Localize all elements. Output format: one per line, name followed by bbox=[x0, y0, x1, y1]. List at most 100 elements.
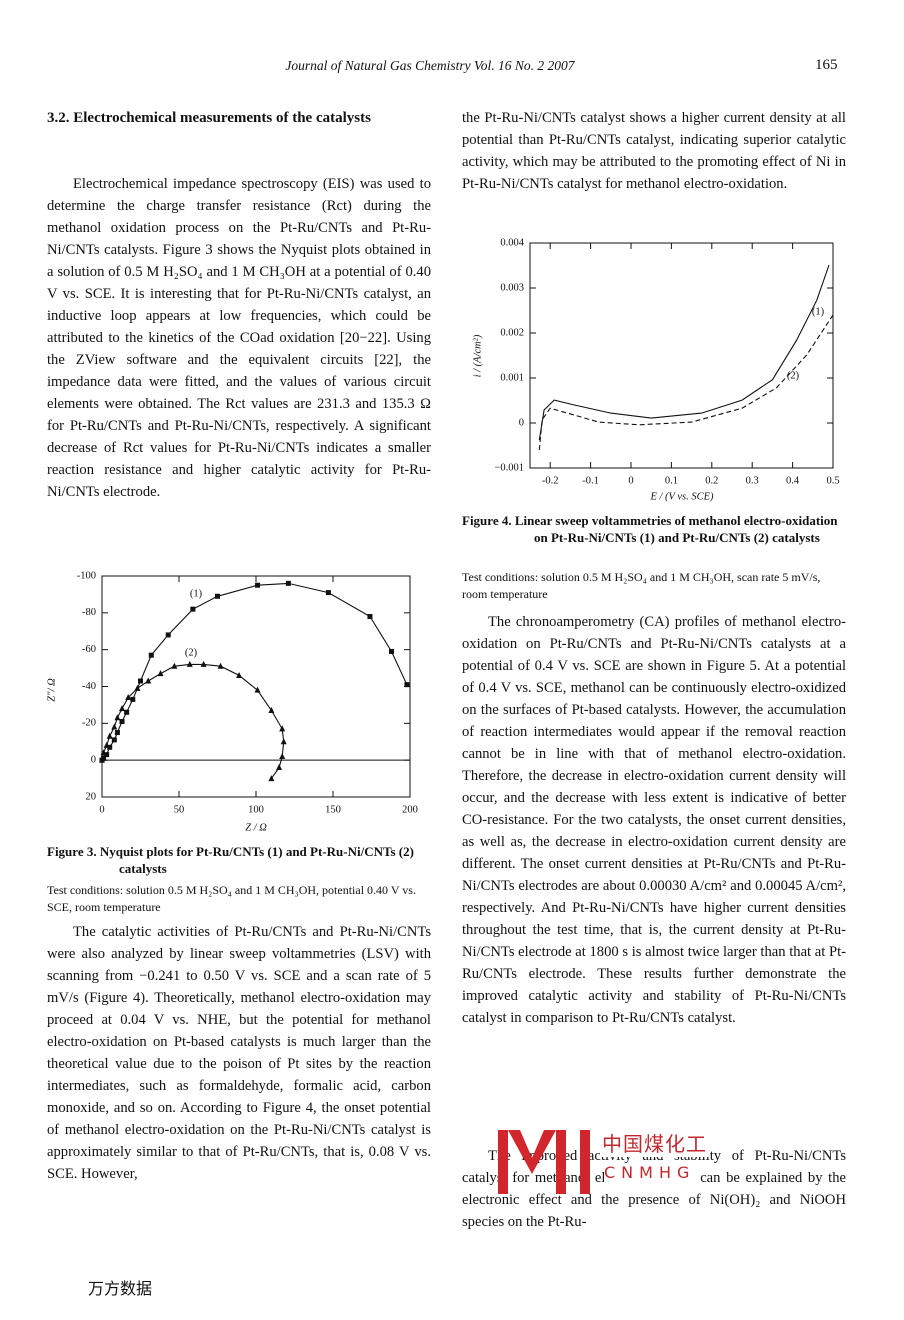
figure-caption: Figure 3. Nyquist plots for Pt-Ru/CNTs (… bbox=[47, 844, 414, 876]
data-point bbox=[111, 723, 118, 730]
data-point bbox=[100, 749, 107, 756]
paragraph: Electrochemical impedance spectroscopy (… bbox=[47, 176, 431, 500]
data-point bbox=[279, 725, 286, 732]
x-tick-label: -0.1 bbox=[582, 475, 599, 486]
data-point bbox=[268, 706, 275, 713]
series-line bbox=[538, 314, 834, 451]
data-point bbox=[404, 682, 410, 688]
data-point bbox=[104, 752, 110, 758]
data-point bbox=[280, 738, 287, 745]
data-point bbox=[99, 756, 105, 763]
data-point bbox=[165, 632, 171, 638]
paragraph: The catalytic activities of Pt-Ru/CNTs a… bbox=[47, 924, 431, 1182]
data-point bbox=[279, 752, 286, 759]
data-point bbox=[268, 775, 275, 782]
plot-frame bbox=[529, 242, 834, 469]
data-point bbox=[107, 744, 113, 750]
data-point bbox=[367, 614, 373, 620]
data-point bbox=[103, 741, 110, 748]
x-tick-label: -0.2 bbox=[542, 475, 559, 486]
y-tick-label: -100 bbox=[77, 570, 96, 581]
lsv-chart: -0.2 -0.1 0 0.1 0.2 0.3 0.4 0.5 −0.001 0 0.001 0.00… bbox=[472, 237, 839, 502]
figure-conditions: Test conditions: solution 0.5 M H₂SO₄ an… bbox=[47, 883, 416, 914]
data-point bbox=[111, 737, 117, 743]
data-point bbox=[101, 755, 107, 761]
y-tick-label: 0.002 bbox=[500, 327, 524, 338]
x-tick-label: 100 bbox=[248, 804, 264, 815]
data-point bbox=[119, 718, 125, 724]
journal-header: Journal of Natural Gas Chemistry Vol. 16… bbox=[285, 58, 575, 73]
y-tick-label: -40 bbox=[82, 681, 96, 692]
paragraph: The chronoamperometry (CA) profiles of m… bbox=[462, 614, 846, 1026]
y-tick-label: -60 bbox=[82, 644, 96, 655]
data-point bbox=[114, 714, 121, 721]
x-tick-label: 150 bbox=[325, 804, 341, 815]
data-point bbox=[148, 652, 154, 658]
x-axis-label: E / (V vs. SCE) bbox=[649, 491, 714, 502]
data-point bbox=[186, 660, 193, 667]
watermark-text: CNMHG bbox=[604, 1163, 696, 1182]
data-point bbox=[190, 606, 196, 612]
figure-conditions: Test conditions: solution 0.5 M H₂SO₄ an… bbox=[462, 570, 821, 601]
page-number: 165 bbox=[815, 57, 838, 73]
series-label: (2) bbox=[185, 647, 198, 658]
series-label: (1) bbox=[812, 306, 825, 317]
footer-source: 万方数据 bbox=[88, 1279, 153, 1298]
y-tick-label: −0.001 bbox=[494, 462, 524, 473]
data-point bbox=[106, 732, 113, 739]
x-tick-label: 0.5 bbox=[826, 475, 839, 486]
x-tick-label: 0 bbox=[628, 475, 633, 486]
section-heading: 3.2. Electrochemical measurements of the… bbox=[47, 110, 371, 126]
series-line bbox=[538, 264, 830, 441]
x-tick-label: 0 bbox=[99, 804, 104, 815]
x-tick-label: 0.1 bbox=[665, 475, 678, 486]
data-point bbox=[124, 709, 130, 715]
plot-frame bbox=[101, 575, 411, 798]
x-tick-label: 200 bbox=[402, 804, 418, 815]
y-tick-label: 0.004 bbox=[500, 237, 524, 248]
data-point bbox=[157, 670, 164, 677]
data-point bbox=[171, 662, 178, 669]
data-point bbox=[325, 590, 331, 596]
x-axis-label: Z / Ω bbox=[245, 822, 267, 833]
data-point bbox=[285, 580, 291, 586]
series-label: (2) bbox=[787, 370, 800, 381]
y-axis-label: Z″/ Ω bbox=[46, 678, 57, 702]
data-point bbox=[145, 677, 152, 684]
y-tick-label: -80 bbox=[82, 607, 96, 618]
data-point bbox=[389, 649, 395, 655]
data-point bbox=[215, 593, 220, 599]
data-point bbox=[276, 764, 283, 771]
data-point bbox=[114, 730, 120, 736]
data-point bbox=[236, 671, 243, 678]
y-tick-label: 0.001 bbox=[500, 372, 524, 383]
y-tick-label: 0 bbox=[91, 755, 96, 766]
x-tick-label: 50 bbox=[174, 804, 185, 815]
data-point bbox=[200, 660, 207, 667]
data-point bbox=[130, 696, 136, 702]
y-tick-label: 0.003 bbox=[500, 282, 524, 293]
y-tick-label: 0 bbox=[519, 417, 524, 428]
y-tick-label: -20 bbox=[82, 718, 96, 729]
x-tick-label: 0.4 bbox=[786, 475, 800, 486]
y-tick-label: 20 bbox=[86, 791, 97, 802]
data-point bbox=[254, 686, 261, 693]
data-point bbox=[125, 694, 132, 701]
watermark-text: 中国煤化工 bbox=[600, 1128, 709, 1157]
x-tick-label: 0.3 bbox=[746, 475, 759, 486]
watermark-logo bbox=[498, 1130, 590, 1194]
data-point bbox=[138, 678, 143, 684]
paragraph: the Pt-Ru-Ni/CNTs catalyst shows a highe… bbox=[462, 110, 846, 192]
y-axis-label: i / (A/cm²) bbox=[472, 334, 483, 377]
series-label: (1) bbox=[190, 588, 203, 599]
data-point bbox=[119, 705, 126, 712]
data-point bbox=[217, 662, 224, 669]
series-line bbox=[101, 582, 408, 761]
x-tick-label: 0.2 bbox=[705, 475, 718, 486]
data-point bbox=[255, 582, 261, 588]
figure-caption: Figure 4. Linear sweep voltammetries of … bbox=[462, 513, 838, 545]
data-point bbox=[134, 684, 141, 691]
series-line bbox=[101, 663, 285, 779]
